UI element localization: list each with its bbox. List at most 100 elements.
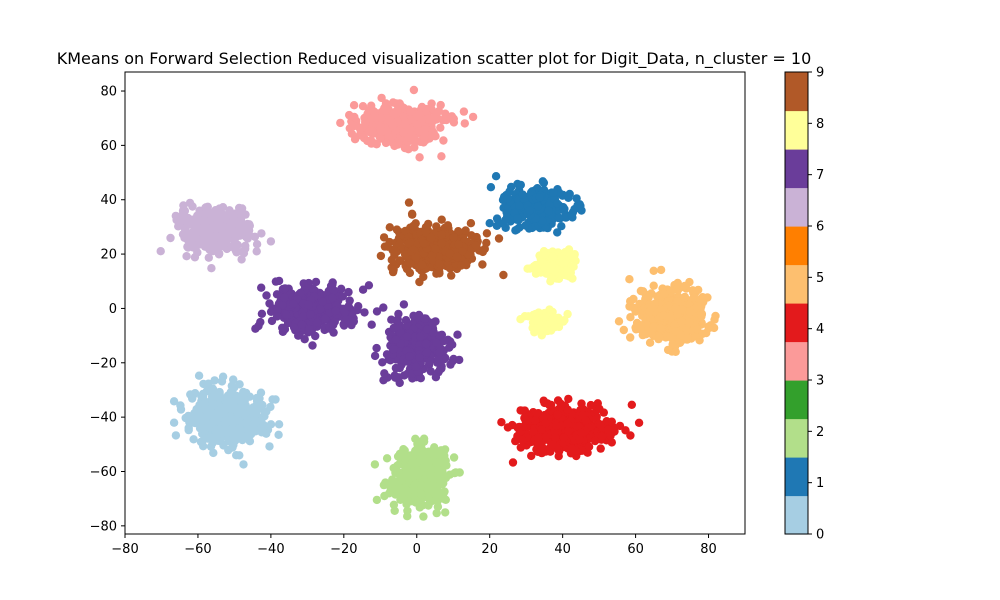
scatter-point xyxy=(312,318,322,327)
scatter-point xyxy=(645,338,655,347)
scatter-point xyxy=(635,322,644,331)
scatter-point xyxy=(390,141,399,151)
scatter-point xyxy=(392,225,402,234)
scatter-point xyxy=(492,214,502,223)
scatter-point xyxy=(318,297,327,306)
scatter-point xyxy=(531,315,541,325)
scatter-point xyxy=(395,239,404,248)
scatter-point xyxy=(382,454,392,463)
scatter-point xyxy=(336,118,345,128)
scatter-point xyxy=(404,239,413,248)
scatter-point xyxy=(260,408,270,417)
scatter-point xyxy=(478,247,487,257)
scatter-point xyxy=(491,172,501,181)
scatter-point xyxy=(595,404,604,413)
scatter-point xyxy=(553,410,562,419)
scatter-point xyxy=(186,390,195,399)
scatter-point xyxy=(629,294,638,304)
scatter-point xyxy=(529,427,538,436)
scatter-point xyxy=(196,437,206,447)
scatter-point xyxy=(166,233,175,243)
scatter-point xyxy=(415,353,424,362)
scatter-point xyxy=(311,277,321,287)
scatter-point xyxy=(289,299,298,308)
scatter-point xyxy=(533,439,542,449)
scatter-point xyxy=(367,320,376,329)
scatter-point xyxy=(372,495,382,505)
scatter-point xyxy=(436,100,445,110)
scatter-point xyxy=(619,325,628,335)
scatter-point xyxy=(521,416,530,425)
scatter-point xyxy=(408,210,417,219)
scatter-point xyxy=(596,420,605,429)
scatter-point xyxy=(219,240,229,249)
scatter-point xyxy=(399,300,409,309)
scatter-point xyxy=(402,500,411,509)
scatter-point xyxy=(441,109,450,118)
scatter-point xyxy=(577,399,586,408)
scatter-point xyxy=(394,309,403,319)
cluster-5-group xyxy=(614,265,720,356)
scatter-point xyxy=(614,317,624,326)
scatter-point xyxy=(329,320,338,330)
scatter-point xyxy=(169,397,179,406)
scatter-point xyxy=(512,225,522,234)
scatter-point xyxy=(218,231,228,240)
scatter-point xyxy=(449,453,459,462)
scatter-point xyxy=(516,315,525,324)
scatter-point xyxy=(551,433,560,442)
scatter-point xyxy=(436,477,445,486)
scatter-point xyxy=(387,315,396,324)
scatter-point xyxy=(391,335,401,344)
scatter-point xyxy=(402,332,412,341)
x-tick-label: −60 xyxy=(184,542,211,557)
scatter-point xyxy=(567,444,577,453)
scatter-point xyxy=(457,261,466,270)
scatter-point xyxy=(668,340,677,349)
scatter-point xyxy=(198,392,208,402)
scatter-point xyxy=(508,458,518,467)
scatter-point xyxy=(426,470,435,479)
scatter-point xyxy=(414,110,424,119)
scatter-point xyxy=(554,452,563,461)
scatter-point xyxy=(431,244,440,253)
x-tick-label: 80 xyxy=(700,542,717,557)
scatter-point xyxy=(543,399,552,408)
scatter-point xyxy=(437,239,446,248)
scatter-point xyxy=(211,224,221,234)
scatter-points xyxy=(156,85,720,521)
scatter-point xyxy=(689,293,698,303)
scatter-point xyxy=(482,238,491,248)
scatter-point xyxy=(413,470,422,480)
scatter-point xyxy=(449,233,458,242)
scatter-point xyxy=(308,341,317,350)
scatter-point xyxy=(647,303,657,313)
scatter-point xyxy=(503,423,513,432)
scatter-point xyxy=(176,405,186,414)
scatter-point xyxy=(677,305,687,314)
scatter-point xyxy=(366,136,375,145)
cluster-2-group xyxy=(370,434,464,521)
scatter-point xyxy=(205,434,214,443)
scatter-point xyxy=(413,120,422,129)
scatter-point xyxy=(448,340,457,349)
scatter-point xyxy=(294,331,303,340)
scatter-point xyxy=(395,449,405,458)
scatter-point xyxy=(684,317,694,327)
scatter-point xyxy=(344,302,353,311)
scatter-point xyxy=(647,329,656,339)
scatter-point xyxy=(409,221,418,231)
scatter-point xyxy=(433,502,443,511)
cluster-3-group xyxy=(336,85,478,162)
colorbar-tick-label: 9 xyxy=(816,66,824,81)
scatter-point xyxy=(171,431,181,440)
scatter-point xyxy=(568,213,577,222)
scatter-point xyxy=(507,182,516,192)
scatter-point xyxy=(188,243,198,252)
cluster-7-group xyxy=(251,276,388,350)
scatter-point xyxy=(244,226,254,235)
scatter-point xyxy=(515,201,524,210)
scatter-point xyxy=(478,260,487,269)
colorbar-segment xyxy=(785,187,808,227)
scatter-point xyxy=(387,255,396,265)
